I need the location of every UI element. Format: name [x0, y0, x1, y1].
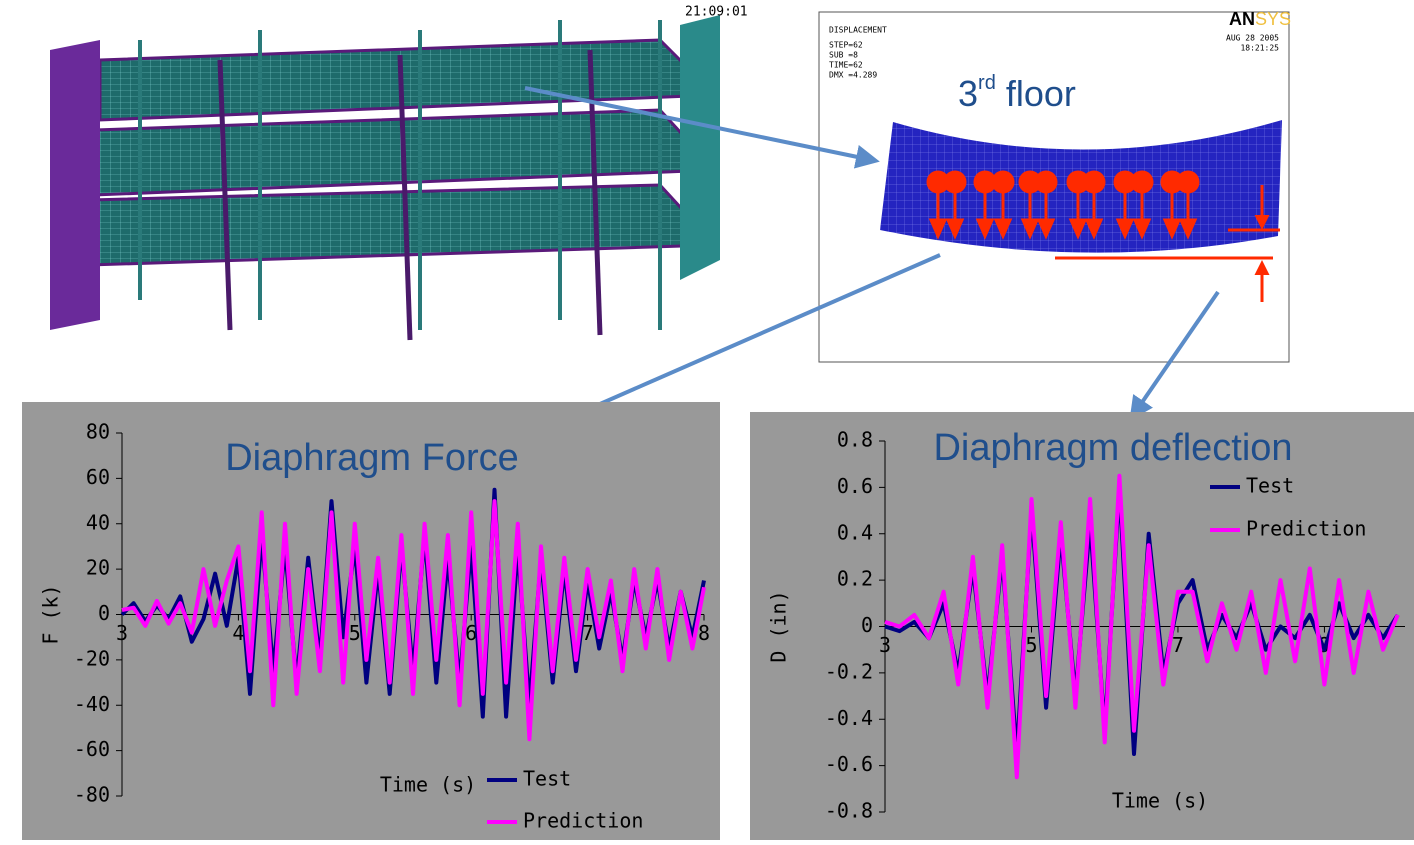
y-tick-label: 0.2	[837, 567, 873, 591]
caption-sup: rd	[978, 72, 996, 94]
y-tick-label: -40	[74, 692, 110, 716]
chart-title: Diaphragm deflection	[933, 427, 1292, 469]
logo-an: AN	[1229, 9, 1255, 29]
x-axis-label: Time (s)	[1112, 789, 1208, 813]
y-tick-label: -0.6	[825, 752, 873, 776]
legend-label: Test	[523, 767, 571, 791]
legend-label: Prediction	[523, 809, 643, 833]
ansys-date: AUG 28 2005	[1226, 34, 1279, 43]
x-tick-label: 3	[879, 633, 891, 657]
y-tick-label: 0	[98, 601, 110, 625]
y-tick-label: 80	[86, 420, 110, 444]
building-model: 21:09:01	[50, 5, 748, 341]
caption-rest: floor	[1006, 73, 1076, 114]
x-tick-label: 5	[349, 621, 361, 645]
ansys-line: DMX =4.289	[829, 71, 877, 80]
ansys-line: SUB =8	[829, 51, 858, 60]
y-tick-label: -60	[74, 737, 110, 761]
ansys-header: DISPLACEMENT	[829, 26, 887, 35]
logo-sys: SYS	[1255, 9, 1291, 29]
page: {"model": {"timestamp": "21:09:01"}, "an…	[0, 0, 1414, 840]
x-axis-label: Time (s)	[380, 773, 476, 797]
legend-label: Test	[1246, 474, 1294, 498]
y-tick-label: -20	[74, 646, 110, 670]
load-ball	[993, 172, 1013, 192]
caption-number: 3	[958, 73, 978, 114]
ansys-line: STEP=62	[829, 41, 863, 50]
x-tick-label: 3	[116, 621, 128, 645]
slide: 21:09:01 DISPLACEMENT STEP=62 SUB =8 TIM…	[0, 0, 1414, 840]
y-axis-label: F (k)	[39, 584, 63, 644]
y-tick-label: 0	[861, 613, 873, 637]
y-tick-label: 0.4	[837, 520, 873, 544]
ansys-line: TIME=62	[829, 61, 863, 70]
load-ball	[1036, 172, 1056, 192]
y-tick-label: 20	[86, 556, 110, 580]
x-tick-label: 8	[698, 621, 710, 645]
ansys-time: 18:21:25	[1240, 44, 1279, 53]
chart-title: Diaphragm Force	[225, 437, 519, 479]
y-tick-label: 60	[86, 465, 110, 489]
load-ball	[1132, 172, 1152, 192]
y-tick-label: -0.8	[825, 799, 873, 823]
y-tick-label: -0.2	[825, 659, 873, 683]
x-tick-label: 5	[1025, 633, 1037, 657]
load-ball	[1084, 172, 1104, 192]
y-tick-label: -0.4	[825, 706, 873, 730]
load-ball	[1178, 172, 1198, 192]
timestamp: 21:09:01	[685, 5, 748, 20]
ansys-panel: DISPLACEMENT STEP=62 SUB =8 TIME=62 DMX …	[819, 9, 1291, 362]
legend-label: Prediction	[1246, 517, 1366, 541]
x-tick-label: 7	[1172, 633, 1184, 657]
y-tick-label: 0.6	[837, 474, 873, 498]
load-ball	[945, 172, 965, 192]
y-tick-label: 40	[86, 510, 110, 534]
y-tick-label: 0.8	[837, 428, 873, 452]
y-axis-label: D (in)	[767, 590, 791, 662]
y-tick-label: -80	[74, 783, 110, 807]
